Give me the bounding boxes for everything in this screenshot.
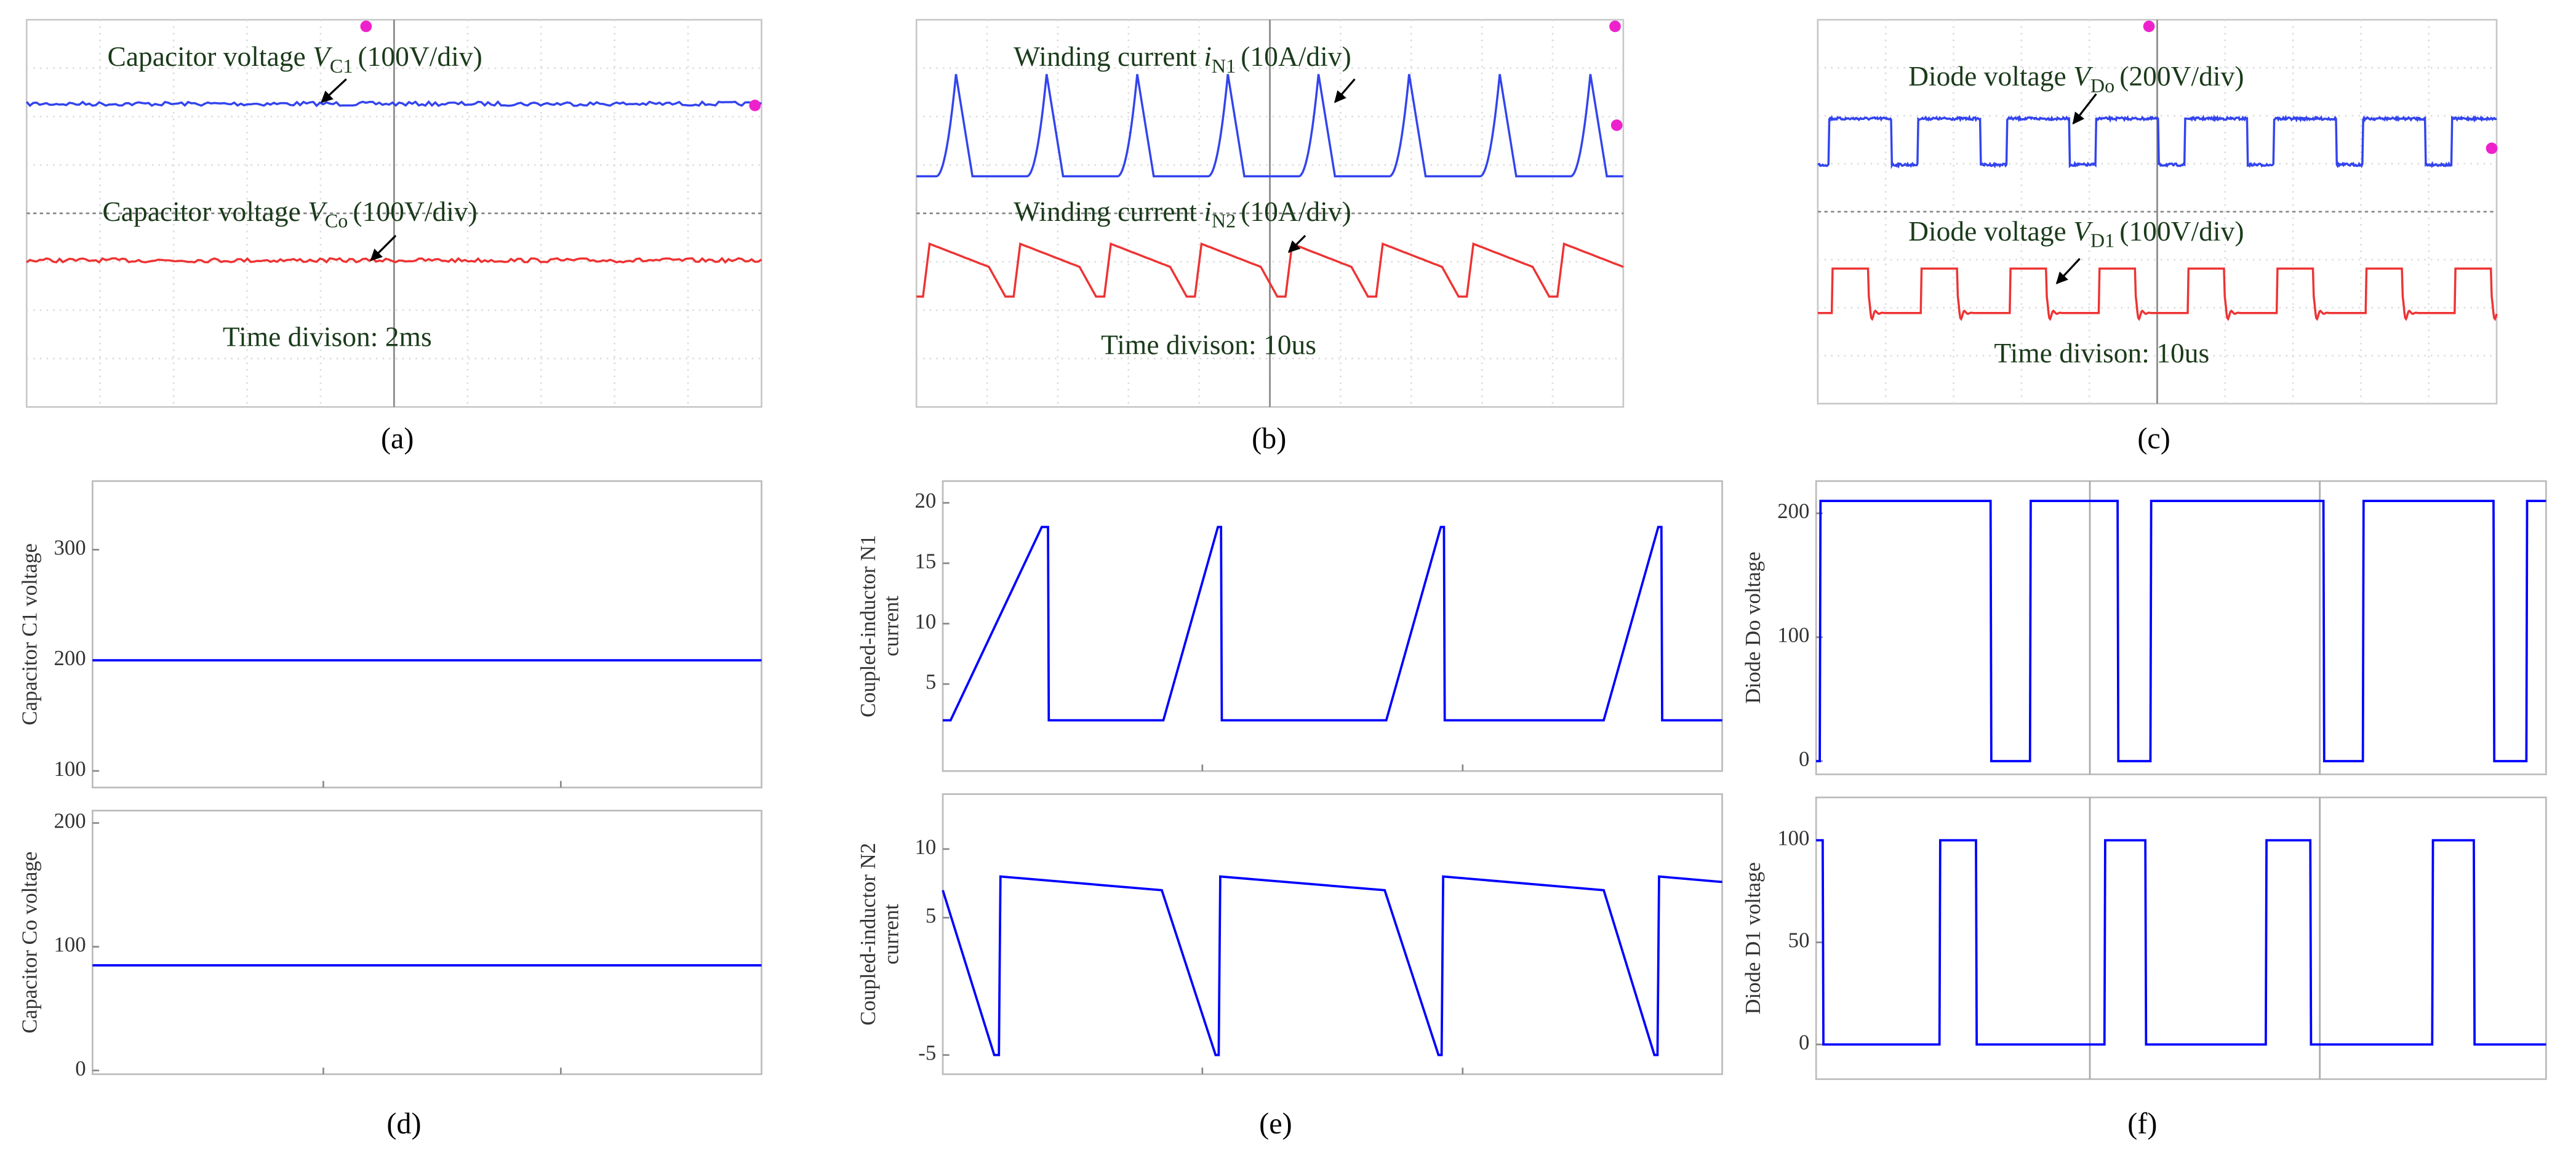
y-tick-label: 15 xyxy=(915,549,937,573)
y-tick-label: -5 xyxy=(918,1041,936,1065)
arrow xyxy=(370,234,397,262)
time-label: Time divison: 2ms xyxy=(223,321,432,352)
caption: (b) xyxy=(1252,422,1286,455)
y-tick-label: 100 xyxy=(54,757,86,781)
line xyxy=(1816,500,2546,762)
label-sub: Co xyxy=(325,210,348,232)
y-axis-label: Capacitor Co voltage xyxy=(17,852,41,1034)
label-text: Diode voltage xyxy=(1908,60,2073,92)
caption: (d) xyxy=(386,1108,421,1140)
line xyxy=(942,875,1722,1056)
label-sub: C1 xyxy=(330,55,353,77)
y-tick-label: 200 xyxy=(54,646,86,670)
scope-marker xyxy=(749,99,761,111)
y-axis-label: Coupled-inductor N1 xyxy=(856,535,880,717)
y-tick-label: 10 xyxy=(915,835,937,859)
scope-label: Capacitor voltage VCo (100V/div) xyxy=(102,196,477,232)
plot-frame xyxy=(942,480,1723,772)
y-tick-label: 5 xyxy=(926,903,936,927)
label-sub: N2 xyxy=(1212,210,1236,232)
scope-label: Winding current iN2 (10A/div) xyxy=(1014,196,1351,232)
scope-marker xyxy=(360,20,372,33)
y-tick-label: 5 xyxy=(926,670,936,694)
waveform xyxy=(916,242,1624,298)
line xyxy=(1816,839,2546,1046)
label-unit: (100V/div) xyxy=(2119,215,2244,247)
label-unit: (200V/div) xyxy=(2119,60,2244,92)
label-symbol: V xyxy=(313,41,333,72)
time-label: Time divison: 10us xyxy=(1994,337,2209,369)
waveform xyxy=(1817,114,2497,170)
label-symbol: V xyxy=(2073,60,2094,92)
y-tick-label: 50 xyxy=(1788,928,1810,952)
y-tick-label: 200 xyxy=(54,809,86,833)
y-axis-label: Diode D1 voltage xyxy=(1741,862,1765,1014)
y-tick-label: 0 xyxy=(1799,1030,1809,1054)
label-text: Winding current xyxy=(1014,41,1204,72)
y-tick-label: 300 xyxy=(54,535,86,559)
time-label: Time divison: 10us xyxy=(1101,329,1316,361)
scope-marker xyxy=(1610,119,1623,131)
label-sub: N1 xyxy=(1212,55,1236,77)
scope-label: Diode voltage VDo (200V/div) xyxy=(1908,60,2244,97)
label-text: Diode voltage xyxy=(1908,215,2073,247)
label-unit: (10A/div) xyxy=(1241,41,1351,72)
y-axis-label: Capacitor C1 voltage xyxy=(17,543,41,725)
scope-marker xyxy=(1609,20,1621,33)
caption: (c) xyxy=(2137,422,2170,455)
label-symbol: i xyxy=(1204,196,1212,227)
waveform xyxy=(26,257,762,264)
arrow xyxy=(2055,258,2081,284)
scope-label: Capacitor voltage VC1 (100V/div) xyxy=(107,41,482,77)
waveform xyxy=(916,74,1623,178)
label-symbol: V xyxy=(2073,215,2094,247)
y-tick-label: 200 xyxy=(1777,499,1809,523)
scope-label: Winding current iN1 (10A/div) xyxy=(1014,41,1351,77)
caption: (f) xyxy=(2127,1108,2157,1140)
label-text: Capacitor voltage xyxy=(102,196,308,227)
y-axis-label: current xyxy=(879,596,903,657)
arrow xyxy=(1287,234,1306,254)
arrow xyxy=(321,78,347,103)
y-axis-label: current xyxy=(879,904,903,965)
y-tick-label: 20 xyxy=(915,489,937,513)
scope-marker xyxy=(2143,20,2155,33)
scope-label: Diode voltage VD1 (100V/div) xyxy=(1908,215,2244,252)
plot-frame xyxy=(1815,796,2547,1080)
plot-frame xyxy=(1815,480,2547,775)
y-tick-label: 10 xyxy=(915,610,937,634)
label-unit: (100V/div) xyxy=(358,41,482,72)
label-unit: (10A/div) xyxy=(1241,196,1351,227)
label-sub: Do xyxy=(2090,74,2114,97)
caption: (e) xyxy=(1259,1108,1292,1140)
y-tick-label: 100 xyxy=(1777,623,1809,647)
plot-frame xyxy=(92,810,762,1076)
y-tick-label: 100 xyxy=(1777,826,1809,850)
waveform xyxy=(25,100,762,108)
y-tick-label: 100 xyxy=(54,933,86,957)
line xyxy=(943,525,1722,722)
y-tick-label: 0 xyxy=(1799,747,1809,771)
scope-marker xyxy=(2486,142,2498,154)
label-text: Capacitor voltage xyxy=(107,41,313,72)
y-tick-label: 0 xyxy=(75,1056,86,1080)
label-sub: D1 xyxy=(2090,230,2114,252)
arrow xyxy=(2072,93,2097,125)
plot-frame xyxy=(92,480,762,789)
label-symbol: i xyxy=(1204,41,1212,72)
waveform xyxy=(1817,267,2498,321)
arrow xyxy=(1334,78,1356,103)
y-axis-label: Coupled-inductor N2 xyxy=(856,843,880,1026)
label-text: Winding current xyxy=(1014,196,1204,227)
caption: (a) xyxy=(381,422,414,455)
plot-frame xyxy=(942,793,1723,1076)
y-axis-label: Diode Do voltage xyxy=(1741,551,1765,703)
label-unit: (100V/div) xyxy=(353,196,477,227)
label-symbol: V xyxy=(308,196,328,227)
